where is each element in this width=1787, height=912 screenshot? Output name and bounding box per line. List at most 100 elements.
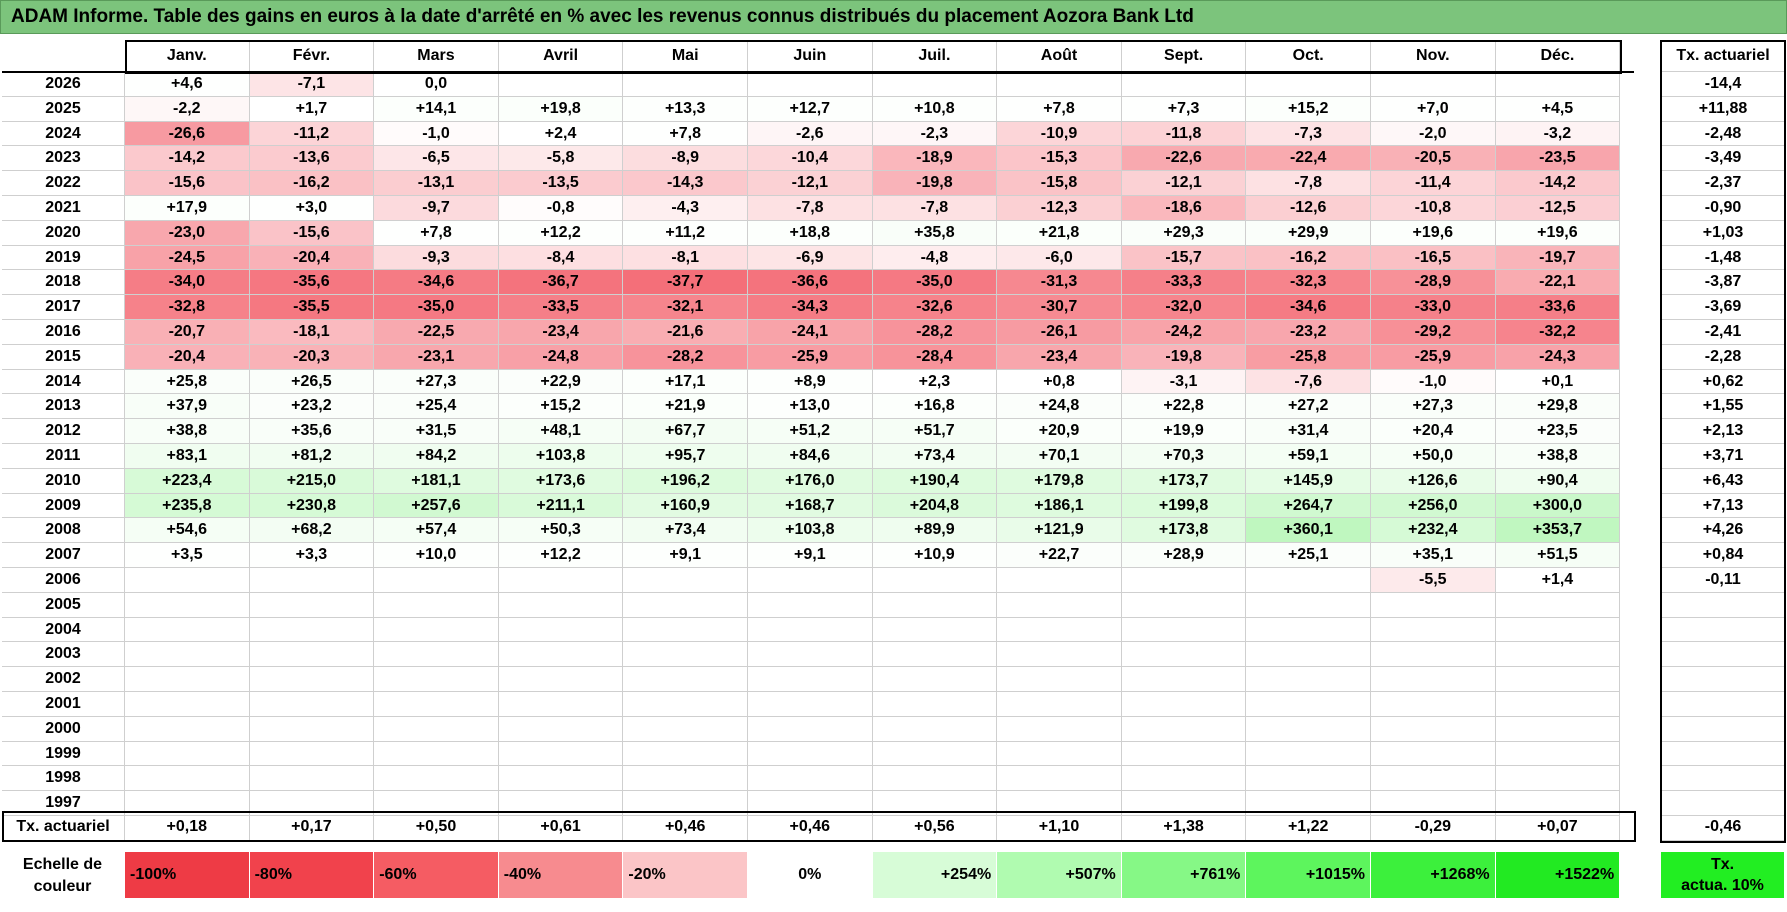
month-header: Juil. [872, 40, 998, 72]
actuarial-rate-cell: -2,41 [1661, 320, 1786, 345]
table-cell: +25,8 [125, 369, 250, 395]
table-cell: +173,6 [498, 468, 624, 494]
table-cell: -8,1 [623, 245, 748, 271]
table-cell: +190,4 [872, 468, 998, 494]
actuarial-rate-cell [1661, 741, 1786, 767]
table-cell: +179,8 [997, 468, 1122, 494]
table-cell: +7,0 [1371, 96, 1496, 122]
table-cell: +70,1 [997, 444, 1122, 469]
year-label: 2020 [2, 220, 125, 246]
table-cell: -2,0 [1371, 121, 1496, 147]
table-cell [872, 716, 998, 742]
table-cell: -0,8 [498, 196, 624, 221]
table-cell: -22,4 [1246, 146, 1371, 172]
table-cell [498, 72, 624, 97]
table-cell [997, 592, 1122, 618]
table-cell: +15,2 [498, 394, 624, 420]
table-cell [249, 667, 375, 692]
color-scale-label-line2: couleur [33, 878, 92, 895]
table-cell: +264,7 [1246, 493, 1371, 519]
table-cell: +59,1 [1246, 444, 1371, 469]
table-cell [1495, 716, 1621, 742]
table-cell [623, 667, 748, 692]
table-cell: -32,8 [125, 295, 250, 320]
table-cell: -24,1 [748, 320, 873, 345]
table-cell: +230,8 [249, 493, 375, 519]
year-label: 2000 [2, 716, 125, 742]
table-cell [1121, 716, 1247, 742]
actuarial-rate-cell: -2,37 [1661, 171, 1786, 196]
table-cell: -34,3 [748, 295, 873, 320]
month-header: Sept. [1121, 40, 1247, 72]
table-cell: -3,2 [1495, 121, 1621, 147]
table-cell [498, 642, 624, 668]
footer-rate-cell: +1,10 [997, 812, 1122, 841]
table-cell: +27,3 [1371, 394, 1496, 420]
table-cell: -25,9 [748, 344, 873, 370]
year-label: 1997 [2, 791, 125, 816]
table-cell [872, 692, 998, 717]
table-cell [125, 692, 250, 717]
table-cell: +181,1 [374, 468, 499, 494]
table-cell [872, 741, 998, 767]
table-cell: +15,2 [1246, 96, 1371, 122]
table-cell: +54,6 [125, 518, 250, 544]
table-cell: -1,0 [374, 121, 499, 147]
month-header: Août [997, 40, 1122, 72]
table-cell [1371, 617, 1496, 643]
actuarial-rate-cell: -3,69 [1661, 295, 1786, 320]
table-cell: -37,7 [623, 270, 748, 296]
table-cell [1371, 72, 1496, 97]
table-cell: +51,2 [748, 419, 873, 444]
table-cell [623, 568, 748, 593]
table-cell: +3,5 [125, 543, 250, 568]
table-cell: +19,8 [498, 96, 624, 122]
table-cell [872, 592, 998, 618]
table-cell: -22,1 [1495, 270, 1621, 296]
table-cell: -36,6 [748, 270, 873, 296]
actuarial-legend-line2: actua. 10% [1681, 877, 1764, 894]
table-cell [374, 617, 499, 643]
table-cell: -28,2 [872, 320, 998, 345]
table-cell: +19,9 [1121, 419, 1247, 444]
table-cell: -15,7 [1121, 245, 1247, 271]
table-cell: -30,7 [997, 295, 1122, 320]
table-cell [498, 667, 624, 692]
report-title: ADAM Informe. Table des gains en euros à… [0, 0, 1787, 34]
table-cell: +186,1 [997, 493, 1122, 519]
table-cell [125, 568, 250, 593]
table-cell: +31,4 [1246, 419, 1371, 444]
table-cell: +27,3 [374, 369, 499, 395]
table-cell [1121, 766, 1247, 792]
table-cell [374, 716, 499, 742]
table-cell: +4,6 [125, 72, 250, 97]
table-cell [125, 592, 250, 618]
table-cell: -5,8 [498, 146, 624, 172]
table-cell: -10,4 [748, 146, 873, 172]
table-cell: +81,2 [249, 444, 375, 469]
year-label: 2026 [2, 72, 125, 97]
year-label: 2022 [2, 171, 125, 196]
color-scale-label-line1: Echelle de [22, 856, 103, 873]
table-cell: +7,8 [997, 96, 1122, 122]
table-cell: -35,6 [249, 270, 375, 296]
table-cell: +20,4 [1371, 419, 1496, 444]
table-cell: -14,3 [623, 171, 748, 196]
table-cell: -6,9 [748, 245, 873, 271]
month-header: Mars [374, 40, 499, 72]
table-cell [997, 692, 1122, 717]
table-cell [1495, 642, 1621, 668]
table-cell: +37,9 [125, 394, 250, 420]
table-cell [623, 692, 748, 717]
year-label: 2009 [2, 493, 125, 519]
table-cell [498, 692, 624, 717]
color-scale-step: +254% [872, 852, 997, 898]
table-cell: +103,8 [498, 444, 624, 469]
actuarial-rate-cell: -2,28 [1661, 344, 1786, 370]
table-cell [872, 72, 998, 97]
footer-rate-cell: -0,29 [1371, 812, 1496, 841]
table-cell: -35,5 [249, 295, 375, 320]
table-cell [1121, 741, 1247, 767]
table-cell [1121, 568, 1247, 593]
